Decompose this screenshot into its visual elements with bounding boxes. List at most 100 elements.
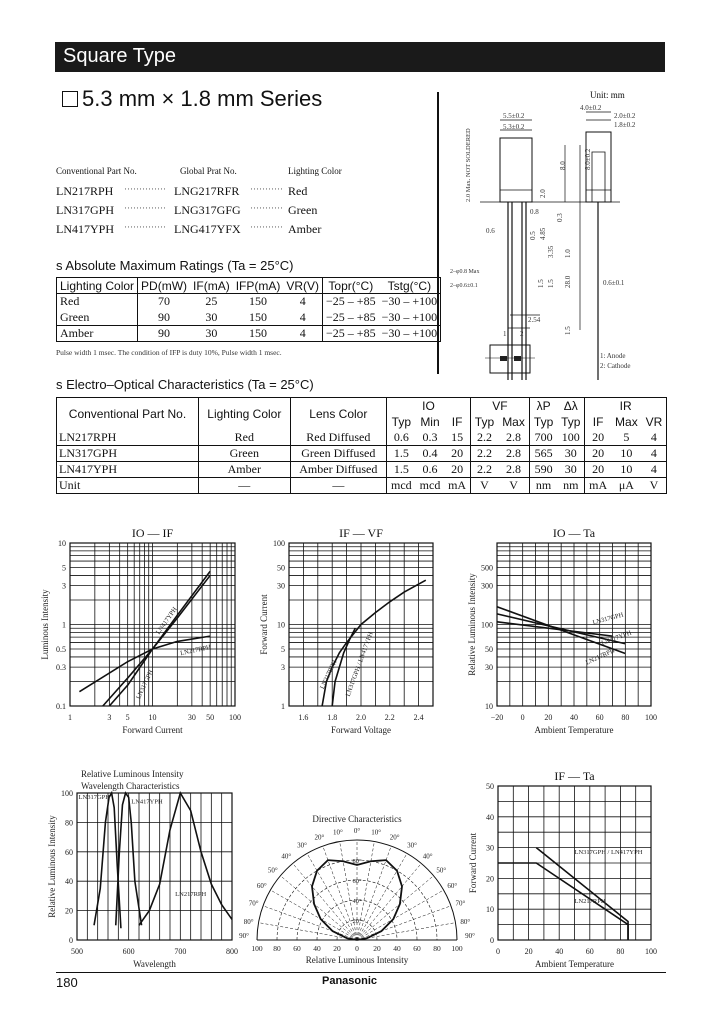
radial-grid	[296, 879, 418, 941]
series-label: LN317GPH	[135, 669, 155, 701]
table-cell: 30	[205, 309, 218, 324]
table-row: LN317GPH Green Green Diffused 1.5 0.4 20 2.2 2.…	[56, 445, 667, 462]
unit-label: Unit: mm	[590, 90, 625, 100]
x-tick-label: 40	[570, 713, 578, 722]
x-tick-label: 2.2	[385, 713, 395, 722]
table-cell: 2.2	[469, 429, 499, 446]
series-line-ln217rph	[138, 790, 233, 926]
dimension-label: 0.5	[529, 231, 537, 240]
series-title-text: 5.3 mm × 1.8 mm Series	[82, 86, 323, 111]
dimension-label: 28.0	[564, 275, 572, 288]
chart-title: Directive Characteristics	[312, 814, 402, 824]
angle-grid	[322, 845, 358, 941]
part-conventional: LN217RPH	[56, 184, 114, 198]
angle-grid	[356, 905, 452, 941]
y-tick-label: 80	[65, 818, 73, 827]
dimension-label: 1	[503, 330, 507, 338]
series-line-ln317gph	[93, 790, 122, 929]
table-cell: Amber	[56, 325, 138, 342]
angle-grid	[356, 845, 392, 941]
table-cell: 2.8	[498, 445, 530, 462]
table-cell: mcd	[415, 477, 445, 494]
y-tick-label: 0.3	[56, 663, 66, 672]
table-cell: 30	[190, 325, 233, 342]
dimension-label: 2.54	[528, 316, 541, 324]
y-axis-label: Forward Current	[468, 832, 478, 893]
table-cell: Green	[197, 445, 291, 462]
x-tick-label: 100	[251, 944, 263, 953]
series-label: LN317GPH / LN417YPH	[575, 849, 643, 856]
angle-grid	[270, 889, 358, 941]
divider	[437, 92, 439, 374]
plot-frame	[76, 792, 233, 941]
footer-divider	[56, 972, 666, 973]
series-line-ln317gph	[496, 620, 613, 637]
pulse-note: Pulse width 1 msec. The condition of IFP…	[56, 348, 282, 357]
series-label: LN417YPH	[131, 798, 163, 805]
column-header: IFP(mA)	[232, 277, 284, 294]
column-subheader: Min	[420, 414, 440, 429]
radial-label: 80°	[352, 858, 362, 865]
angle-grid	[356, 889, 444, 941]
y-tick-label: 100	[61, 789, 73, 798]
column-header: λP	[529, 397, 558, 414]
column-header: VR(V)	[283, 277, 323, 294]
x-tick-label: 100	[645, 713, 657, 722]
angle-label: 70°	[249, 899, 259, 907]
series-line-ln317gph	[108, 574, 211, 707]
table-cell: 0.3	[422, 429, 438, 444]
radial-grid	[336, 919, 378, 941]
angle-label: 10°	[371, 829, 381, 837]
part-global: LNG317GFG	[174, 203, 241, 217]
y-tick-label: 10	[277, 621, 285, 630]
table-cell: −30 – +100	[381, 294, 438, 309]
column-subheader: Max	[615, 414, 638, 429]
dimension-label: 5.5±0.2	[503, 112, 525, 120]
x-tick-label: 700	[174, 947, 186, 956]
dimension-label: 2.0±0.2	[614, 112, 636, 120]
y-tick-label: 0	[69, 936, 73, 945]
table-cell: 2.8	[506, 429, 522, 444]
series-line-ln217rph	[498, 862, 629, 940]
x-tick-label: 60	[413, 944, 421, 953]
series-title: 5.3 mm × 1.8 mm Series	[62, 86, 322, 112]
angle-grid	[292, 863, 358, 941]
dimension-label: 4.0±0.2	[580, 104, 602, 112]
leader-dots: ···········	[250, 184, 283, 194]
angle-label: 50°	[268, 866, 278, 874]
eo-title: s Electro–Optical Characteristics (Ta = …	[56, 377, 314, 392]
dimension-label: 8.0±0.2	[584, 148, 592, 170]
part-conventional: LN317GPH	[56, 203, 115, 217]
angle-grid	[339, 841, 358, 941]
angle-grid	[356, 922, 456, 941]
table-cell: 10	[610, 445, 642, 462]
column-subheader: IF	[584, 413, 611, 430]
chart-title: IF — Ta	[554, 769, 595, 783]
series-line-ln417yph	[114, 791, 143, 926]
table-row: Green 90 30 150 4 −25 – +85 −30 – +100	[57, 309, 441, 326]
x-tick-label: 5	[126, 713, 130, 722]
column-subheader: IF	[451, 414, 463, 429]
dimension-label: 2–φ0.6±0.1	[450, 283, 478, 289]
plot-frame	[69, 542, 236, 707]
table-cell: Amber	[197, 461, 291, 478]
table-cell: 150	[249, 294, 268, 309]
angle-grid	[258, 922, 358, 941]
dimension-label: 0.6±0.1	[603, 279, 625, 287]
x-tick-label: 40	[555, 947, 563, 956]
x-tick-label: 0	[521, 713, 525, 722]
y-tick-label: 0.1	[56, 702, 66, 711]
y-tick-label: 30	[485, 663, 493, 672]
dimension-label: 1.0	[564, 249, 572, 258]
table-cell: −25 – +85	[322, 293, 379, 310]
table-row: Red 70 25 150 4 −25 – +85 −30 – +100	[57, 293, 441, 310]
chart-if-vf: 1.6 1.8 2.0 2.2 2.4 1 3 5 10 30 50 100 Forward Volta…	[259, 526, 434, 735]
angle-label: 70°	[455, 899, 465, 907]
table-cell: 90	[137, 309, 191, 326]
part-conventional: LN417YPH	[56, 222, 115, 236]
radial-label: 60°	[352, 878, 362, 885]
x-tick-label: 0	[496, 947, 500, 956]
y-tick-label: 60	[65, 848, 73, 857]
angle-grid	[356, 875, 434, 941]
